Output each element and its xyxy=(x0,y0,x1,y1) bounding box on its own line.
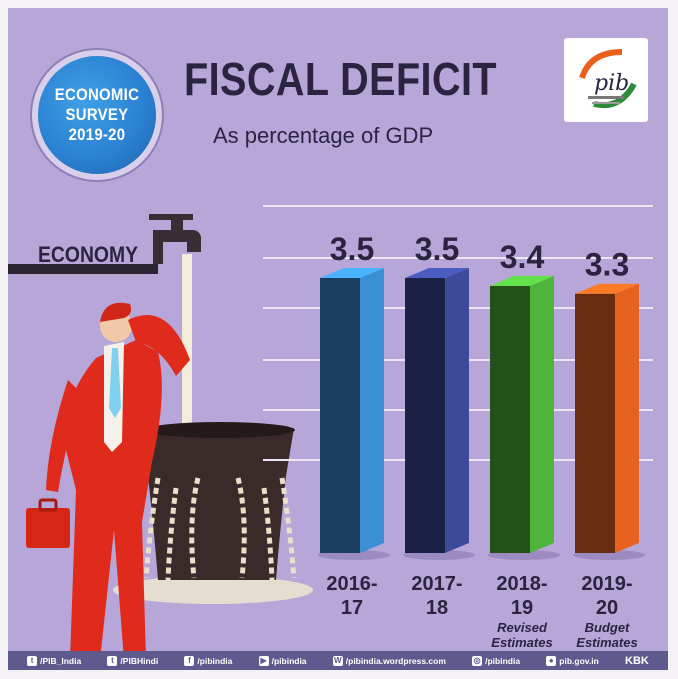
page-title: FISCAL DEFICIT xyxy=(184,53,497,105)
economic-survey-badge: ECONOMIC SURVEY 2019-20 xyxy=(38,56,156,174)
facebook-icon: f xyxy=(184,655,195,666)
chart-bar xyxy=(573,283,645,560)
twitter-icon: t xyxy=(107,655,118,666)
category-note: Estimates xyxy=(491,635,552,650)
youtube-icon: ▶ xyxy=(258,655,269,666)
category-label: 2016- xyxy=(326,573,377,595)
designer-credit: KBK xyxy=(625,654,649,667)
category-label: 2017- xyxy=(411,573,462,595)
badge-text: ECONOMIC SURVEY 2019-20 xyxy=(54,85,140,144)
bar-value-label: 3.5 xyxy=(330,231,374,267)
chart-bar xyxy=(403,268,475,560)
svg-text:pib: pib xyxy=(594,71,629,96)
footer-link-text: /pibindia xyxy=(197,655,233,666)
briefcase xyxy=(26,508,70,548)
footer-link-text: /pibindia xyxy=(485,655,521,666)
bar-value-label: 3.5 xyxy=(415,231,459,267)
leaking-bucket xyxy=(146,428,294,580)
globe-icon: ● xyxy=(546,655,557,666)
page-subtitle: As percentage of GDP xyxy=(213,123,434,148)
instagram-icon: ◎ xyxy=(472,655,483,666)
footer-social-link[interactable]: ● pib.gov.in xyxy=(546,655,599,666)
chart-bars xyxy=(318,268,645,560)
footer-link-text: /PIBHindi xyxy=(120,655,159,666)
footer-link-text: pib.gov.in xyxy=(559,655,599,666)
chart-bar xyxy=(488,275,560,560)
category-label: 18 xyxy=(426,597,448,619)
footer-social-link[interactable]: t/PIB_India xyxy=(27,655,82,666)
chart-category-labels: 2016-172017-182018-19RevisedEstimates201… xyxy=(326,573,637,650)
category-label: 17 xyxy=(341,597,363,619)
chart-bar xyxy=(318,268,390,560)
bucket-leaks xyxy=(143,477,297,581)
category-note: Revised xyxy=(497,620,548,635)
footer-link-text: /PIB_India xyxy=(40,655,82,666)
category-label: 2018- xyxy=(496,573,547,595)
faucet-icon xyxy=(149,214,201,264)
economy-label: ECONOMY xyxy=(38,243,138,267)
footer-link-text: /pibindia xyxy=(271,655,307,666)
fiscal-deficit-chart: 3.5 3.5 3.4 3.3 2016-17 2017-18 2018-19Revise… xyxy=(263,205,653,650)
economy-illustration: ECONOMY xyxy=(8,214,313,660)
bar-value-label: 3.3 xyxy=(585,247,629,283)
social-footer: t/PIB_India t/PIBHindi f/pibindia ▶/pibindi… xyxy=(8,651,668,670)
chart-value-labels: 3.5 3.5 3.4 3.3 xyxy=(330,231,629,283)
pib-logo: pib xyxy=(564,38,648,122)
worried-businessman xyxy=(26,302,190,660)
bar-value-label: 3.4 xyxy=(500,239,545,275)
wordpress-icon: W xyxy=(332,655,343,666)
footer-social-link[interactable]: ▶/pibindia xyxy=(258,655,307,666)
pib-logo-icon: pib xyxy=(579,49,637,108)
category-label: 2019- xyxy=(581,573,632,595)
category-label: 20 xyxy=(596,597,618,619)
twitter-icon: t xyxy=(27,655,38,666)
water-stream xyxy=(182,254,192,434)
infographic-card: ECONOMY ECONOMIC SURVEY 2019-20 FISCAL D… xyxy=(8,8,668,670)
footer-social-link[interactable]: f/pibindia xyxy=(184,655,233,666)
footer-social-link[interactable]: t/PIBHindi xyxy=(107,655,159,666)
water-puddle xyxy=(113,576,313,604)
footer-social-link[interactable]: ◎/pibindia xyxy=(472,655,521,666)
category-label: 19 xyxy=(511,597,533,619)
category-note: Estimates xyxy=(576,635,637,650)
footer-link-text: /pibindia.wordpress.com xyxy=(345,655,446,666)
category-note: Budget xyxy=(585,620,630,635)
footer-social-link[interactable]: W/pibindia.wordpress.com xyxy=(332,655,446,666)
economy-pipe xyxy=(8,264,158,274)
